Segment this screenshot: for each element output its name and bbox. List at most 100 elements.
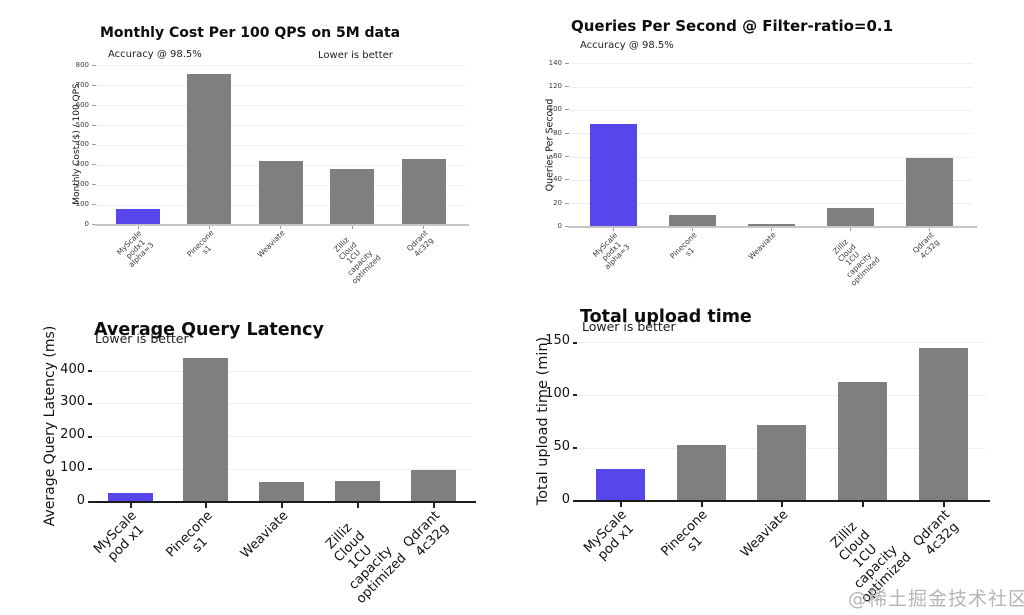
- y-tick-mark: [88, 402, 92, 405]
- x-tick-mark: [356, 503, 359, 508]
- lower-is-better-annotation: Lower is better: [318, 50, 393, 61]
- gridline: [97, 125, 465, 127]
- x-tick-mark: [351, 226, 353, 229]
- y-tick-label: 20: [553, 198, 562, 207]
- x-tick-label-text: Qdrant 4c32g: [404, 228, 435, 259]
- bar: [401, 159, 446, 225]
- gridline: [570, 156, 973, 158]
- x-axis-line: [91, 501, 476, 503]
- y-tick-label: 150: [545, 333, 570, 349]
- bar-highlight: [116, 209, 160, 225]
- x-axis-line: [95, 224, 469, 226]
- bar: [827, 208, 875, 227]
- x-axis-line: [568, 226, 977, 228]
- y-tick-mark: [92, 64, 96, 66]
- x-tick-label-text: Qdrant 4c32g: [400, 508, 452, 560]
- bar: [187, 74, 232, 225]
- y-tick-mark: [565, 156, 569, 158]
- y-tick-label: 300: [75, 160, 89, 169]
- accuracy-annotation: Accuracy @ 98.5%: [580, 40, 674, 51]
- y-tick-label: 40: [553, 175, 562, 184]
- x-tick-mark: [700, 502, 703, 507]
- y-tick-label: 200: [60, 427, 85, 443]
- y-tick-mark: [573, 447, 577, 450]
- y-tick-mark: [565, 179, 569, 181]
- y-tick-label: 100: [548, 105, 562, 114]
- x-tick-mark: [692, 228, 694, 231]
- y-tick-label: 0: [557, 221, 562, 230]
- x-tick-mark: [771, 228, 773, 231]
- bar: [669, 215, 717, 227]
- lower-is-better-annotation: Lower is better: [582, 319, 676, 334]
- y-tick-mark: [573, 341, 577, 344]
- y-tick-label: 80: [553, 128, 562, 137]
- y-tick-mark: [88, 435, 92, 438]
- y-tick-label: 100: [545, 385, 570, 401]
- bar: [410, 470, 456, 502]
- bar: [259, 482, 305, 502]
- y-tick-mark: [565, 62, 569, 64]
- gridline: [93, 468, 472, 470]
- y-tick-mark: [565, 132, 569, 134]
- x-tick-label-text: MyScale podx1 alpha=3: [115, 228, 156, 270]
- y-tick-mark: [92, 84, 96, 86]
- x-tick-mark: [781, 502, 784, 507]
- gridline: [570, 63, 973, 65]
- x-tick-mark: [619, 502, 622, 507]
- gridline: [570, 86, 973, 88]
- gridline: [97, 144, 465, 146]
- x-tick-label-text: Zilliz Cloud 1CU capacity optimized: [332, 235, 383, 286]
- x-tick-label-text: Zilliz Cloud 1CU capacity optimized: [323, 520, 410, 607]
- chart-title-queries-per-second: Queries Per Second @ Filter-ratio=0.1: [571, 17, 894, 36]
- x-tick-label-text: Zilliz Cloud 1CU capacity optimized: [830, 237, 881, 288]
- bar: [837, 382, 887, 501]
- y-tick-label: 50: [553, 438, 570, 454]
- bar-highlight: [590, 124, 637, 227]
- y-tick-mark: [92, 124, 96, 126]
- y-tick-label: 300: [60, 394, 85, 410]
- bar: [330, 169, 375, 225]
- x-tick-mark: [137, 226, 139, 229]
- y-tick-label: 0: [76, 492, 85, 508]
- gridline: [578, 394, 986, 396]
- gridline: [97, 85, 465, 87]
- bar: [757, 425, 807, 501]
- x-tick-mark: [861, 502, 864, 507]
- gridline: [570, 203, 973, 205]
- gridline: [570, 109, 973, 111]
- y-tick-label: 0: [84, 219, 89, 228]
- bar: [748, 224, 796, 227]
- y-tick-mark: [92, 184, 96, 186]
- y-tick-mark: [88, 468, 92, 471]
- gridline: [578, 342, 986, 343]
- y-tick-mark: [565, 202, 569, 204]
- y-tick-mark: [92, 104, 96, 106]
- lower-is-better-annotation: Lower is better: [95, 331, 189, 346]
- x-tick-label-text: Qdrant 4c32g: [910, 507, 962, 559]
- x-axis-line: [576, 500, 990, 502]
- x-tick-mark: [129, 503, 132, 508]
- bar-highlight: [595, 469, 645, 501]
- y-tick-mark: [565, 226, 569, 227]
- y-tick-mark: [88, 370, 92, 373]
- gridline: [570, 179, 973, 181]
- gridline: [93, 403, 472, 405]
- gridline: [93, 370, 472, 372]
- y-tick-mark: [565, 109, 569, 111]
- x-tick-label-text: Pinecone s1: [163, 508, 216, 561]
- x-tick-label-text: Weaviate: [746, 230, 778, 262]
- x-tick-mark: [205, 503, 208, 508]
- x-tick-mark: [281, 503, 284, 508]
- gridline: [93, 436, 472, 438]
- y-tick-mark: [88, 501, 92, 503]
- y-tick-label: 400: [60, 361, 85, 377]
- x-tick-label-text: Qdrant 4c32g: [910, 230, 941, 261]
- y-tick-label: 60: [553, 152, 562, 161]
- x-tick-label-text: Pinecone s1: [667, 230, 699, 261]
- y-tick-label: 600: [75, 100, 89, 109]
- y-tick-label: 400: [75, 140, 89, 149]
- gridline: [97, 65, 465, 67]
- y-tick-label: 120: [548, 82, 562, 91]
